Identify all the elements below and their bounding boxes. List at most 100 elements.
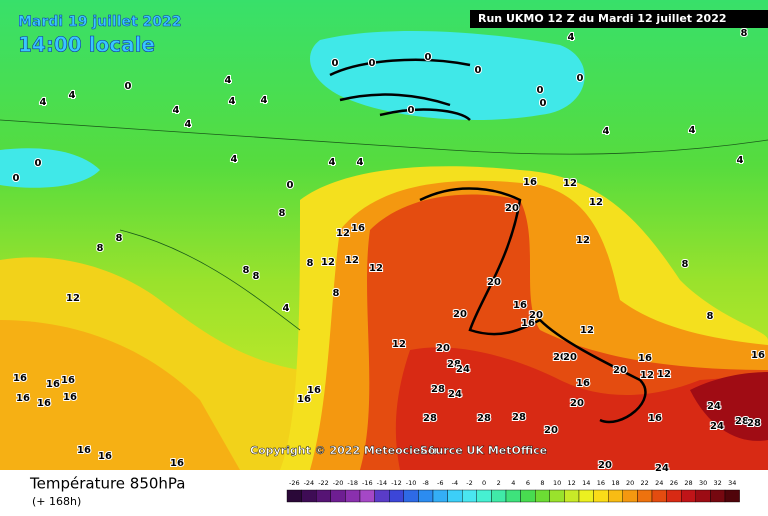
source: Source UK MetOffice <box>420 444 547 457</box>
contour-label: 20 <box>544 425 558 436</box>
contour-label: 16 <box>46 379 60 390</box>
contour-label: 0 <box>425 52 432 63</box>
contour-label: 0 <box>537 85 544 96</box>
contour-label: 16 <box>16 393 30 404</box>
contour-label: 12 <box>640 370 654 381</box>
colorbar-tick-label: 2 <box>497 479 501 487</box>
contour-label: 20 <box>453 309 467 320</box>
contour-label: 12 <box>336 228 350 239</box>
isotherm-0 <box>329 58 471 121</box>
colorbar-tick-label: -18 <box>347 479 358 487</box>
contour-label: 8 <box>682 259 689 270</box>
contour-label: 28 <box>747 418 761 429</box>
colorbar-tick-label: -2 <box>466 479 472 487</box>
contour-label: 4 <box>225 75 232 86</box>
color-swatch <box>418 489 434 503</box>
contour-label: 8 <box>333 288 340 299</box>
colorbar-tick-label: -24 <box>304 479 315 487</box>
contour-label: 16 <box>61 375 75 386</box>
contour-label: 20 <box>553 352 567 363</box>
contour-label: 12 <box>580 325 594 336</box>
contour-label: 28 <box>431 384 445 395</box>
contour-label: 0 <box>408 105 415 116</box>
contour-label: 4 <box>261 95 268 106</box>
color-swatch <box>403 489 419 503</box>
contour-label: 8 <box>707 311 714 322</box>
colorbar-tick-label: 10 <box>553 479 561 487</box>
color-swatch <box>593 489 609 503</box>
contour-label: 24 <box>710 421 724 432</box>
contour-label: 12 <box>392 339 406 350</box>
color-swatch <box>374 489 390 503</box>
colorbar-tick-label: -14 <box>377 479 388 487</box>
contour-label: 16 <box>576 378 590 389</box>
date: Mardi 19 juillet 2022 <box>18 14 182 30</box>
colorbar-tick-label: -6 <box>437 479 443 487</box>
colorbar-tick-label: 16 <box>597 479 605 487</box>
color-swatch <box>608 489 624 503</box>
contour-label: 8 <box>741 28 748 39</box>
colorbar-tick-label: 8 <box>540 479 544 487</box>
contour-label: 4 <box>603 126 610 137</box>
contour-label: 16 <box>351 223 365 234</box>
contour-label: 4 <box>329 157 336 168</box>
contour-label: 4 <box>357 157 364 168</box>
contour-label: 12 <box>369 263 383 274</box>
color-swatch <box>578 489 594 503</box>
contour-label: 28 <box>735 416 749 427</box>
legend: Température 850hPa (+ 168h) -26 -24 -22 -20… <box>29 475 740 508</box>
contour-label: 4 <box>185 119 192 130</box>
run-info: Run UKMO 12 Z du Mardi 12 juillet 2022 <box>478 12 727 25</box>
contour-label: 16 <box>751 350 765 361</box>
contour-label: 16 <box>77 445 91 456</box>
contour-label: 8 <box>116 233 123 244</box>
colorbar-tick-label: 32 <box>714 479 722 487</box>
colorbar-tick-label: -20 <box>333 479 344 487</box>
color-swatch <box>520 489 536 503</box>
contour-label: 20 <box>563 352 577 363</box>
run-box <box>470 10 768 28</box>
colorbar-tick-label: -16 <box>362 479 373 487</box>
color-swatch <box>389 489 405 503</box>
colorbar-tick-label: -4 <box>452 479 458 487</box>
color-swatch <box>432 489 448 503</box>
contour-label: 0 <box>475 65 482 76</box>
hot-area <box>690 372 768 441</box>
contour-label: 0 <box>13 173 20 184</box>
color-swatch <box>505 489 521 503</box>
color-swatch <box>549 489 565 503</box>
contour-label: 28 <box>423 413 437 424</box>
contour-label: 16 <box>307 385 321 396</box>
colorbar-tick-label: 6 <box>526 479 530 487</box>
colorbar-tick-label: 14 <box>582 479 590 487</box>
contour-label: 20 <box>505 203 519 214</box>
color-swatch <box>637 489 653 503</box>
contour-label: 20 <box>598 460 612 471</box>
contour-label: 8 <box>253 271 260 282</box>
contour-label: 0 <box>540 98 547 109</box>
cool-area <box>0 148 100 188</box>
contour-label: 20 <box>613 365 627 376</box>
contour-label: 0 <box>369 58 376 69</box>
contour-label: 0 <box>35 158 42 169</box>
contour-label: 4 <box>283 303 290 314</box>
contour-label: 16 <box>521 318 535 329</box>
contour-label: 0 <box>577 73 584 84</box>
contour-label: 16 <box>98 451 112 462</box>
colorbar-tick-label: 0 <box>482 479 486 487</box>
contour-label: 8 <box>307 258 314 269</box>
coastline <box>0 119 768 331</box>
contour-label: 20 <box>529 310 543 321</box>
contour-label: 16 <box>170 458 184 469</box>
contour-label: 12 <box>321 257 335 268</box>
warm-area <box>0 320 240 470</box>
contour-label: 20 <box>436 343 450 354</box>
contour-label: 12 <box>657 369 671 380</box>
contour-label: 28 <box>447 359 461 370</box>
contour-label: 24 <box>707 401 721 412</box>
color-swatch <box>681 489 697 503</box>
contour-label: 20 <box>487 277 501 288</box>
colorbar: -26 -24 -22 -20 -18 -16 -14 -12 -10 -8 -6 -4 -2 0 2 4 6 8… <box>286 479 740 503</box>
